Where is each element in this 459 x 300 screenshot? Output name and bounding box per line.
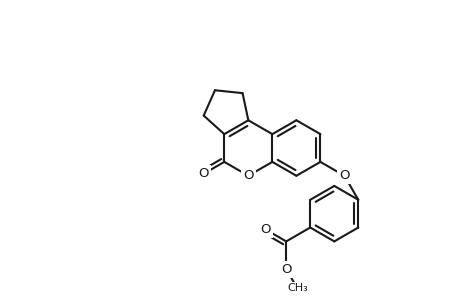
Text: O: O (338, 169, 349, 182)
Text: O: O (260, 223, 270, 236)
Text: CH₃: CH₃ (286, 284, 307, 293)
Text: O: O (198, 167, 209, 180)
Text: O: O (242, 169, 253, 182)
Text: O: O (280, 262, 291, 276)
